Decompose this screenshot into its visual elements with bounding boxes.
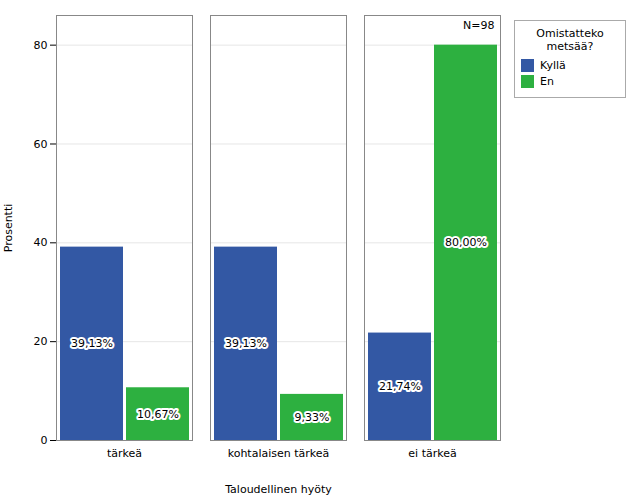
svg-text:80,00%: 80,00% [445,236,487,249]
html-text:En: En [540,75,554,88]
svg-text:39,13%: 39,13% [71,337,113,350]
svg-text:39,13%: 39,13% [225,337,267,350]
svg-text:21,74%: 21,74% [379,380,421,393]
svg-text:40: 40 [34,236,48,249]
svg-text:N=98: N=98 [463,19,494,32]
svg-text:80: 80 [34,39,48,52]
svg-text:ei tärkeä: ei tärkeä [408,447,456,460]
svg-text:10,67%: 10,67% [137,408,179,421]
svg-text:9,33%: 9,33% [295,411,330,424]
svg-text:0: 0 [41,434,48,447]
svg-text:tärkeä: tärkeä [107,447,142,460]
svg-text:kohtalaisen tärkeä: kohtalaisen tärkeä [228,447,330,460]
html-text:Kyllä: Kyllä [540,59,566,72]
svg-text:Taloudellinen hyöty: Taloudellinen hyöty [224,483,332,496]
svg-text:20: 20 [34,335,48,348]
html-text:Omistatteko metsää?: Omistatteko metsää? [536,27,604,53]
svg-text:Prosentti: Prosentti [2,204,15,253]
svg-text:60: 60 [34,138,48,151]
